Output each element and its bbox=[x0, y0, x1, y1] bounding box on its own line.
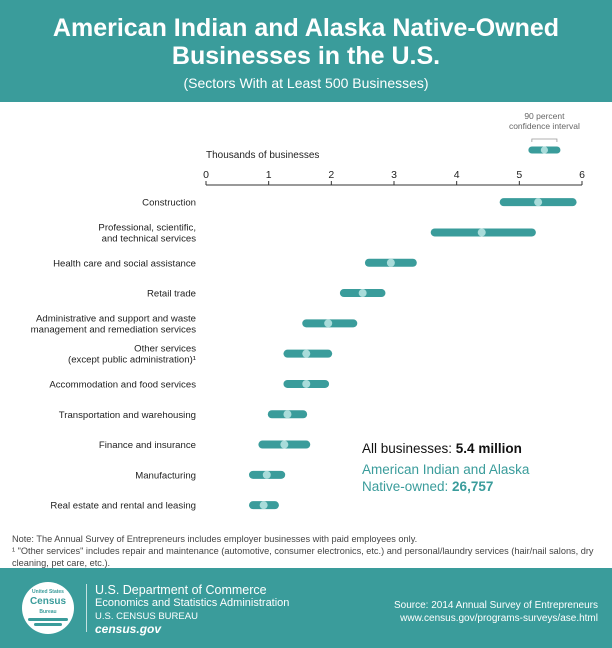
category-label: Other services (except public administrat… bbox=[68, 344, 196, 366]
source-block: Source: 2014 Annual Survey of Entreprene… bbox=[394, 599, 598, 625]
category-label-line: Other services bbox=[134, 344, 196, 355]
census-bureau-logo: United States Census Bureau bbox=[22, 582, 74, 634]
category-label: Accommodation and food services bbox=[49, 379, 196, 390]
category-label-line: Manufacturing bbox=[135, 470, 196, 481]
category-label: Professional, scientific, and technical s… bbox=[98, 222, 196, 244]
category-label-line: (except public administration)¹ bbox=[68, 355, 196, 366]
category-label-line: Retail trade bbox=[147, 289, 196, 300]
category-label-line: management and remediation services bbox=[31, 324, 197, 335]
title-banner: American Indian and Alaska Native-Owned … bbox=[0, 0, 612, 102]
dept-of-commerce: U.S. Department of Commerce bbox=[95, 583, 267, 597]
category-label: Construction bbox=[142, 198, 196, 209]
estimate-point bbox=[477, 228, 486, 237]
estimate-point bbox=[534, 198, 543, 207]
x-tick-label: 0 bbox=[203, 169, 209, 181]
category-label: Manufacturing bbox=[135, 470, 196, 481]
annotation-label: Native-owned: bbox=[362, 479, 452, 494]
x-tick-label: 6 bbox=[579, 169, 585, 181]
footer: United States Census Bureau U.S. Departm… bbox=[0, 568, 612, 648]
estimate-point bbox=[259, 501, 268, 510]
estimate-point bbox=[302, 379, 311, 388]
category-label-line: Transportation and warehousing bbox=[59, 410, 196, 421]
category-label-line: Construction bbox=[142, 198, 196, 209]
chart-title-line-2: Businesses in the U.S. bbox=[171, 42, 441, 70]
logo-wave bbox=[34, 623, 62, 626]
legend-label: 90 percent confidence interval bbox=[509, 111, 580, 131]
category-label: Finance and insurance bbox=[99, 440, 196, 451]
logo-census-word: Census bbox=[29, 596, 67, 607]
x-axis-title: Thousands of businesses bbox=[206, 150, 319, 161]
legend-bracket bbox=[531, 138, 558, 142]
annotation-value: 5.4 million bbox=[456, 441, 522, 456]
note-other-services: ¹ "Other services" includes repair and m… bbox=[12, 546, 594, 568]
logo-bureau: Bureau bbox=[39, 609, 57, 615]
chart-area: Thousands of businesses 0 1 2 3 4 5 6 90 percent… bbox=[31, 111, 585, 512]
category-label-line: Health care and social assistance bbox=[53, 258, 196, 269]
x-tick-label: 5 bbox=[516, 169, 522, 181]
category-label: Retail trade bbox=[147, 289, 196, 300]
logo-united-states: United States bbox=[32, 589, 64, 595]
estimate-point bbox=[283, 410, 292, 419]
annotation-group-line-1: American Indian and Alaska bbox=[362, 462, 530, 477]
x-tick-label: 4 bbox=[454, 169, 460, 181]
category-label-line: and technical services bbox=[102, 233, 197, 244]
logo-wave bbox=[28, 618, 68, 621]
annotation-value: 26,757 bbox=[452, 479, 493, 494]
x-tick-label: 2 bbox=[328, 169, 334, 181]
annotation-label: All businesses: bbox=[362, 441, 456, 456]
chart-subtitle: (Sectors With at Least 500 Businesses) bbox=[183, 75, 429, 91]
note-survey: Note: The Annual Survey of Entrepreneurs… bbox=[12, 534, 418, 544]
category-label: Transportation and warehousing bbox=[59, 410, 196, 421]
annotation-group-line-2: Native-owned: 26,757 bbox=[362, 479, 493, 494]
source-url-link[interactable]: www.census.gov/programs-surveys/ase.html bbox=[400, 613, 598, 624]
estimate-point bbox=[262, 470, 271, 479]
x-tick-label: 3 bbox=[391, 169, 397, 181]
annotation-all-businesses: All businesses: 5.4 million bbox=[362, 441, 522, 456]
legend-label-line: 90 percent bbox=[524, 111, 565, 121]
estimate-point bbox=[358, 289, 367, 298]
notes: Note: The Annual Survey of Entrepreneurs… bbox=[12, 533, 604, 569]
agency-block: U.S. Department of Commerce Economics an… bbox=[95, 584, 289, 636]
category-label-line: Real estate and rental and leasing bbox=[50, 501, 196, 512]
estimate-point bbox=[324, 319, 333, 328]
footer-divider bbox=[86, 584, 87, 632]
category-label-line: Finance and insurance bbox=[99, 440, 196, 451]
estimate-point bbox=[280, 440, 289, 449]
census-gov-link[interactable]: census.gov bbox=[95, 622, 162, 636]
x-tick-label: 1 bbox=[266, 169, 272, 181]
category-label-line: Accommodation and food services bbox=[49, 379, 196, 390]
category-label: Administrative and support and waste mana… bbox=[31, 313, 197, 335]
legend-label-line: confidence interval bbox=[509, 121, 580, 131]
category-label: Real estate and rental and leasing bbox=[50, 501, 196, 512]
category-label: Health care and social assistance bbox=[53, 258, 196, 269]
estimate-point bbox=[302, 349, 311, 358]
category-label-line: Professional, scientific, bbox=[98, 222, 196, 233]
legend-point bbox=[540, 146, 549, 154]
category-label-line: Administrative and support and waste bbox=[36, 313, 196, 324]
esa-name: Economics and Statistics Administration bbox=[95, 597, 290, 609]
chart-title-line-1: American Indian and Alaska Native-Owned bbox=[52, 14, 560, 42]
census-bureau-name: U.S. CENSUS BUREAU bbox=[95, 611, 198, 622]
estimate-point bbox=[386, 258, 395, 267]
source-text: Source: 2014 Annual Survey of Entreprene… bbox=[393, 600, 598, 611]
